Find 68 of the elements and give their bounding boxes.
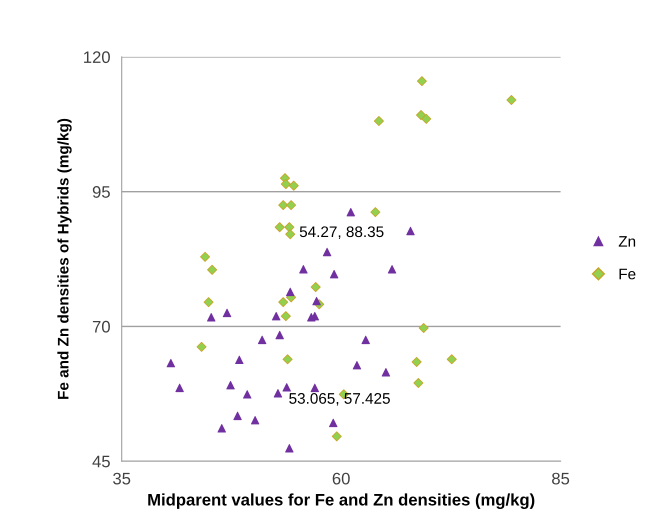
point [322,248,332,256]
point [278,200,288,210]
point [416,110,426,120]
point [275,330,284,340]
point [200,252,210,262]
point [278,297,288,308]
point [166,358,176,368]
point [418,322,429,334]
point [352,360,362,370]
point [446,354,457,364]
point [286,288,294,296]
point [421,114,432,124]
point [218,424,226,433]
x-tick-label: 60 [332,472,350,485]
point [175,384,184,392]
point [506,94,516,106]
point [222,308,232,318]
point [280,179,291,190]
point [274,222,285,232]
point [388,265,396,274]
point [272,312,280,320]
point [382,368,390,376]
point [258,336,266,344]
annotation: 54.27, 88.35 [300,226,384,239]
point [226,380,235,390]
point [406,226,415,236]
point [250,416,260,424]
point [330,270,338,278]
y-tick-label: 70 [92,320,110,333]
point [282,354,293,364]
legend-label: Fe [620,268,636,280]
y-axis-title: Fe and Zn densities of Hybrids (mg/kg) [57,118,72,399]
point [204,297,214,308]
point [299,265,308,274]
point [362,336,370,344]
point [207,313,216,322]
y-tick-label: 45 [92,456,110,468]
point [346,208,356,216]
point [285,229,296,240]
point [280,311,291,322]
point [233,412,242,420]
point [310,384,320,392]
point [274,389,282,398]
y-tick-label: 95 [92,186,110,198]
point [416,76,427,86]
point [332,431,342,442]
point [310,282,321,292]
point [242,390,252,399]
point [374,116,384,126]
annotation: 53.065, 57.425 [289,393,390,406]
point [282,383,291,392]
y-tick-label: 120 [84,51,110,64]
point [288,180,299,191]
point [286,200,296,210]
point [312,296,321,306]
point [370,207,380,218]
legend-label: Zn [618,236,636,247]
point [235,356,244,364]
x-tick-label: 35 [113,472,130,485]
point [329,418,338,428]
x-tick-label: 85 [552,472,570,485]
point [207,264,218,275]
point [285,444,294,452]
x-axis-title: Midparent values for Fe and Zn densities (mg/kg) [148,493,534,509]
point [413,378,424,388]
point [284,222,294,232]
point [412,356,422,368]
point [196,342,207,352]
